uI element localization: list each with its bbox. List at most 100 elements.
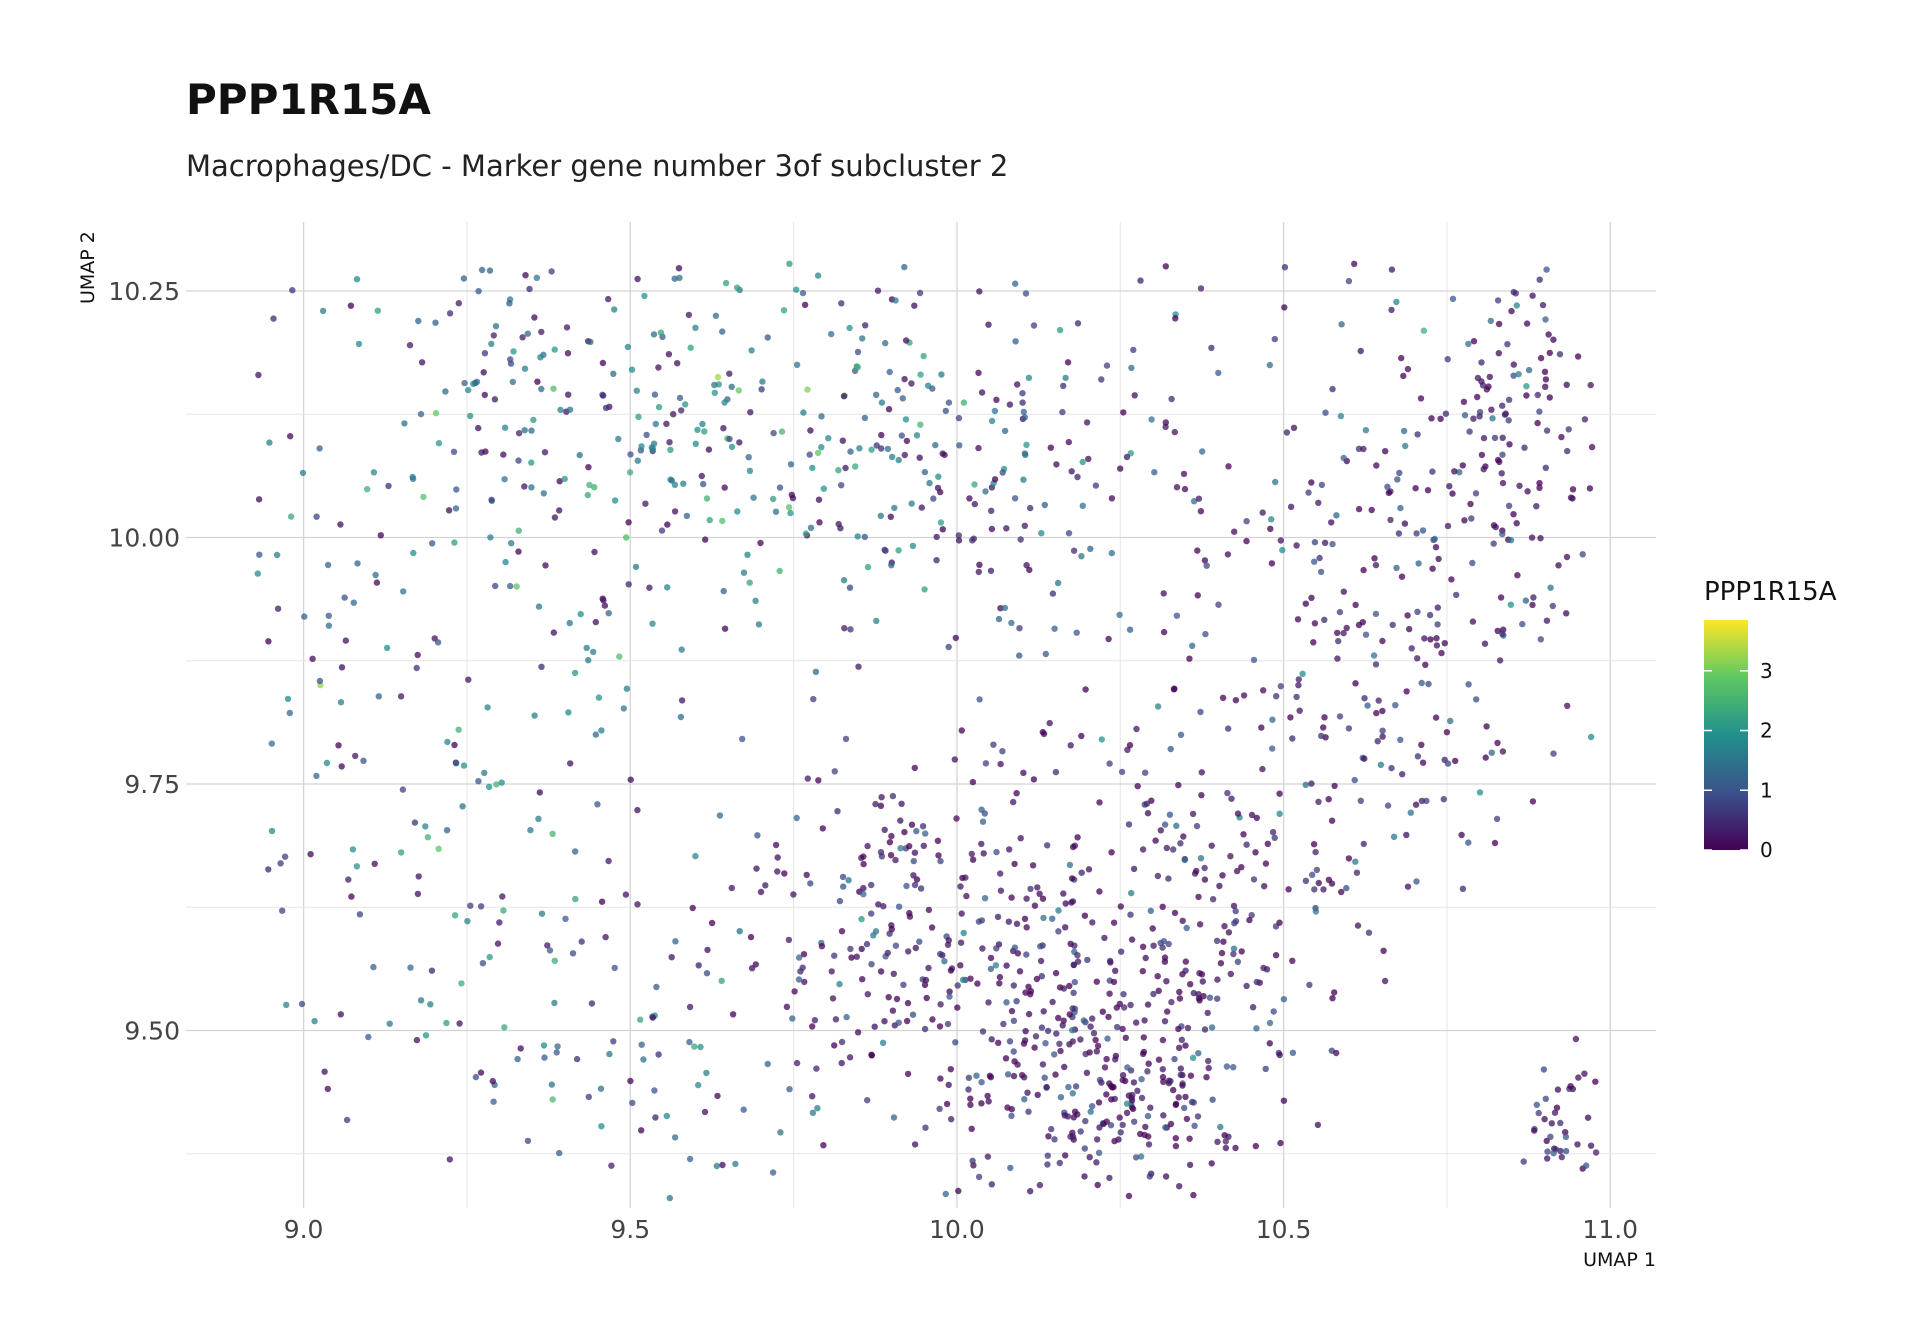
cell-point — [1537, 636, 1545, 643]
cell-point — [1232, 697, 1240, 704]
cell-point — [1243, 518, 1250, 525]
cell-point — [1414, 431, 1421, 438]
cell-point — [401, 420, 408, 427]
cell-point — [1198, 769, 1206, 776]
cell-point — [370, 469, 378, 476]
cell-point — [1565, 426, 1572, 433]
cell-point — [997, 870, 1004, 877]
cell-point — [885, 406, 893, 413]
cell-point — [984, 1092, 991, 1100]
cell-point — [1123, 453, 1131, 461]
cell-point — [978, 840, 985, 848]
cell-point — [1010, 1072, 1018, 1080]
cell-point — [877, 512, 884, 519]
cell-point — [1289, 1049, 1297, 1057]
cell-point — [1197, 285, 1205, 292]
cell-point — [936, 1023, 944, 1030]
cell-point — [793, 1059, 801, 1067]
cell-point — [922, 830, 929, 837]
cell-point — [642, 500, 649, 507]
cell-point — [573, 1055, 581, 1063]
cell-point — [534, 378, 541, 385]
cell-point — [544, 942, 551, 949]
cell-point — [1505, 396, 1513, 403]
cell-point — [414, 651, 421, 659]
cell-point — [1166, 811, 1174, 818]
cell-point — [800, 951, 808, 958]
cell-point — [556, 1149, 563, 1157]
cell-point — [1572, 1035, 1580, 1043]
cell-point — [1547, 584, 1554, 591]
cell-point — [1001, 604, 1009, 612]
cell-point — [1000, 1020, 1007, 1028]
cell-point — [1025, 983, 1032, 990]
cell-point — [1542, 383, 1549, 390]
cell-point — [1448, 576, 1455, 583]
cell-point — [921, 468, 929, 476]
cell-point — [655, 1051, 662, 1058]
cell-point — [1488, 749, 1496, 756]
cell-point — [1447, 717, 1454, 725]
cell-point — [634, 275, 641, 283]
cell-point — [886, 839, 894, 846]
cell-point — [1199, 978, 1207, 985]
cell-point — [598, 727, 605, 734]
cell-point — [1069, 843, 1077, 851]
cell-point — [1588, 443, 1596, 451]
cell-point — [1205, 1064, 1212, 1072]
cell-point — [1065, 1083, 1072, 1091]
cell-point — [1053, 461, 1060, 468]
cell-point — [1177, 731, 1185, 738]
cell-point — [1584, 1114, 1592, 1121]
cell-point — [916, 289, 924, 297]
cell-point — [1016, 652, 1023, 659]
cell-point — [1312, 908, 1320, 915]
cell-point — [712, 312, 720, 319]
cell-point — [667, 446, 674, 453]
cell-point — [975, 369, 982, 376]
cell-point — [921, 1025, 929, 1033]
cell-point — [674, 360, 681, 367]
cell-point — [745, 454, 752, 461]
cell-point — [886, 368, 893, 376]
cell-point — [1379, 707, 1386, 715]
cell-point — [868, 446, 875, 453]
cell-point — [515, 430, 523, 437]
cell-point — [1144, 1001, 1152, 1008]
cell-point — [819, 825, 826, 832]
cell-point — [567, 760, 574, 767]
cell-point — [1227, 853, 1234, 860]
cell-point — [1198, 792, 1205, 799]
cell-point — [1413, 530, 1420, 537]
cell-point — [507, 360, 515, 367]
cell-point — [1232, 907, 1239, 915]
cell-point — [1372, 661, 1380, 668]
cell-point — [1372, 610, 1380, 618]
cell-point — [854, 348, 862, 356]
cell-point — [682, 401, 689, 408]
cell-point — [1483, 723, 1490, 730]
cell-point — [1468, 515, 1475, 522]
cell-point — [917, 371, 924, 378]
cell-point — [913, 827, 920, 835]
cell-point — [620, 705, 627, 712]
cell-point — [493, 781, 500, 788]
cell-point — [467, 412, 474, 420]
cell-point — [1033, 975, 1041, 983]
cell-point — [1569, 486, 1577, 493]
cell-point — [499, 893, 506, 900]
cell-point — [443, 827, 451, 834]
cell-point — [1398, 573, 1406, 580]
cell-point — [1101, 1064, 1109, 1071]
cell-point — [1438, 649, 1445, 657]
cell-point — [1225, 725, 1232, 732]
cell-point — [702, 536, 709, 543]
cell-point — [1372, 561, 1380, 569]
cell-point — [911, 1141, 919, 1148]
cell-point — [913, 876, 921, 883]
cell-point — [1420, 327, 1428, 334]
cell-point — [1248, 912, 1255, 919]
cell-point — [888, 453, 896, 461]
cell-point — [780, 307, 788, 314]
